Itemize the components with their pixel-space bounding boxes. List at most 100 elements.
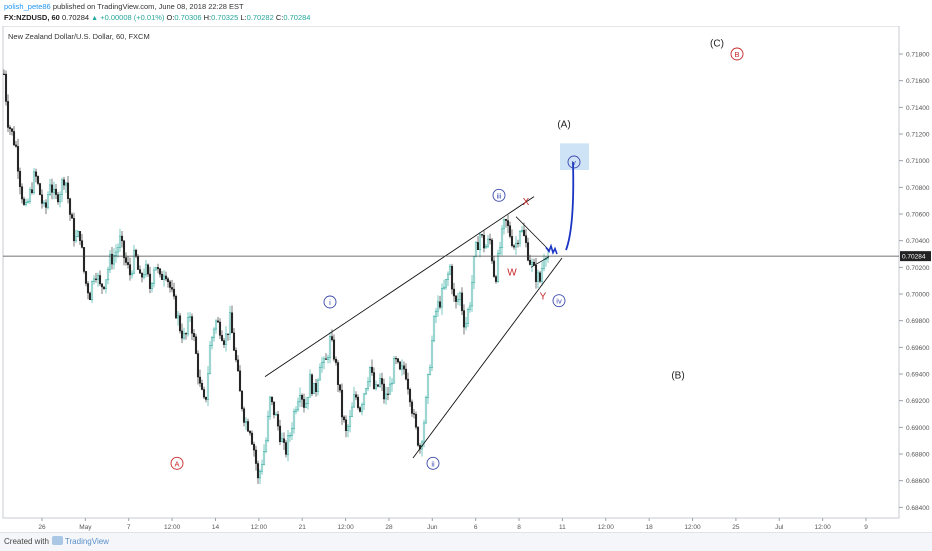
price-chart[interactable]: New Zealand Dollar/U.S. Dollar, 60, FXCM…	[0, 26, 932, 532]
candle-body	[374, 384, 378, 389]
upper-channel-line	[264, 196, 535, 378]
candle-body	[278, 425, 282, 442]
created-with: Created with TradingView	[4, 536, 109, 546]
candle-body	[318, 366, 322, 381]
candle-body	[196, 353, 200, 378]
candle-body	[528, 259, 532, 265]
candle-body	[530, 261, 534, 265]
candle-body	[328, 336, 332, 358]
candle-body	[468, 305, 472, 310]
projection-impulse	[565, 161, 575, 251]
candle-body	[150, 283, 154, 289]
candle-body	[98, 275, 102, 285]
candle-body	[422, 422, 426, 443]
chart-area[interactable]: New Zealand Dollar/U.S. Dollar, 60, FXCM…	[0, 26, 932, 532]
x-tick-label: 12:00	[814, 524, 831, 531]
candle-body	[158, 268, 162, 275]
candle-body	[34, 171, 38, 177]
candle-body	[138, 269, 142, 274]
candle-body	[260, 464, 264, 472]
candle-body	[18, 170, 22, 187]
candle-body	[228, 312, 232, 335]
wave-label: Y	[540, 292, 547, 303]
candle-body	[344, 419, 348, 431]
wedge-bottom-line	[530, 256, 550, 268]
chart-title: New Zealand Dollar/U.S. Dollar, 60, FXCM	[8, 32, 150, 41]
candle-body	[132, 249, 136, 274]
tradingview-brand[interactable]: TradingView	[64, 537, 109, 546]
x-tick-label: Jun	[427, 524, 438, 531]
candle-body	[540, 268, 544, 282]
wave-label: W	[507, 268, 517, 279]
candle-body	[462, 310, 466, 328]
candle-body	[488, 238, 492, 241]
candle-body	[402, 365, 406, 370]
candle-body	[334, 358, 338, 363]
candle-body	[350, 406, 354, 417]
candle-body	[186, 317, 190, 335]
author-link[interactable]: polish_pete86	[4, 2, 51, 11]
candle-body	[256, 463, 260, 479]
candle-body	[224, 333, 228, 345]
candle-body	[118, 235, 122, 248]
candle-body	[252, 443, 256, 451]
candle-body	[514, 242, 518, 248]
candle-body	[60, 179, 64, 195]
candle-body	[206, 373, 210, 400]
candle-body	[534, 265, 538, 282]
candle-body	[442, 286, 446, 289]
candle-body	[396, 358, 400, 363]
candle-body	[484, 245, 488, 249]
x-tick-label: 12:00	[251, 524, 268, 531]
candle-body	[502, 219, 506, 230]
candle-body	[66, 182, 70, 199]
wave-label: (B)	[671, 370, 684, 381]
candle-body	[258, 470, 262, 479]
candle-body	[360, 404, 364, 412]
candle-body	[102, 286, 106, 289]
candle-body	[76, 231, 80, 238]
candle-body	[120, 235, 124, 242]
candle-body	[172, 288, 176, 297]
y-tick-label: 0.70400	[906, 238, 930, 245]
candle-body	[24, 201, 28, 205]
candle-body	[218, 321, 222, 336]
candle-body	[292, 410, 296, 429]
candle-body	[362, 393, 366, 405]
candle-body	[480, 234, 484, 236]
last-price-tag	[900, 251, 931, 262]
candle-body	[48, 184, 52, 196]
chart-header: polish_pete86 published on TradingView.c…	[0, 0, 932, 26]
candle-body	[324, 358, 328, 360]
candle-body	[104, 279, 108, 289]
candle-body	[312, 383, 316, 394]
candle-body	[472, 256, 476, 283]
last-price: 0.70284	[61, 13, 90, 22]
candle-body	[268, 396, 272, 417]
candle-body	[10, 128, 14, 132]
candle-body	[230, 312, 234, 334]
candle-body	[208, 345, 212, 375]
candle-body	[428, 367, 432, 375]
candle-body	[302, 399, 306, 408]
candle-body	[470, 282, 474, 307]
candle-body	[26, 200, 30, 203]
candle-body	[500, 228, 504, 248]
projection-zigzag	[545, 243, 558, 255]
candle-body	[12, 131, 16, 146]
candle-body	[386, 393, 390, 395]
candle-body	[244, 421, 248, 423]
candle-body	[348, 416, 352, 427]
candle-body	[192, 333, 196, 338]
candle-body	[430, 340, 434, 368]
candle-body	[352, 394, 356, 408]
symbol-timeframe[interactable]: FX:NZDUSD, 60	[4, 13, 60, 22]
candle-body	[434, 310, 438, 317]
candle-body	[210, 337, 214, 346]
plot-border	[2, 26, 900, 519]
candle-body	[86, 283, 90, 294]
candle-body	[342, 416, 346, 421]
candle-body	[466, 309, 470, 324]
candle-body	[392, 358, 396, 384]
candle-body	[378, 378, 382, 387]
